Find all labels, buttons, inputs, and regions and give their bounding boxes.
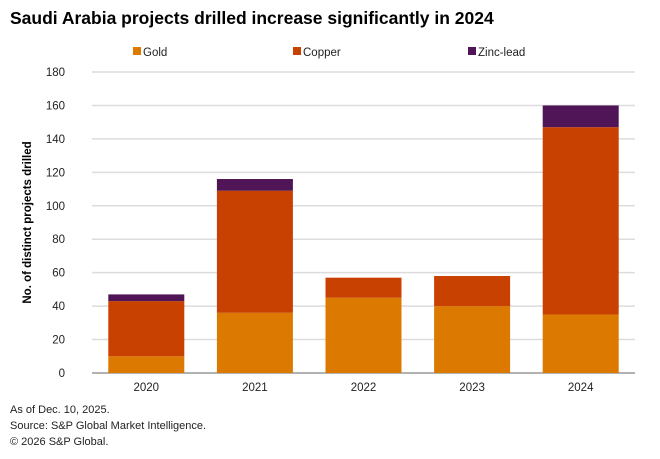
bar-segment-gold <box>108 356 185 373</box>
bar-segment-copper <box>325 277 402 298</box>
y-tick-label: 160 <box>46 100 65 112</box>
y-tick-label: 80 <box>52 234 65 246</box>
footer-note: As of Dec. 10, 2025. <box>10 404 110 416</box>
bar-segment-copper <box>108 301 185 357</box>
bar-segment-gold <box>542 314 619 373</box>
bar-segment-copper <box>542 127 619 315</box>
y-axis-label: No. of distinct projects drilled <box>22 141 34 303</box>
footer-copyright: © 2026 S&P Global. <box>10 436 109 448</box>
legend-swatch <box>293 47 301 55</box>
x-tick-label: 2020 <box>134 382 160 394</box>
stacked-bar-chart: 0 20 40 60 80 100 120 140 160 180 No. of distinct … <box>22 47 635 394</box>
x-tick-label: 2024 <box>568 382 594 394</box>
x-tick-label: 2022 <box>351 382 377 394</box>
y-tick-label: 40 <box>52 301 65 313</box>
legend-swatch <box>468 47 476 55</box>
legend-label: Copper <box>303 47 341 59</box>
y-tick-label: 140 <box>46 134 65 146</box>
legend-swatch <box>133 47 141 55</box>
bar-segment-gold <box>434 306 511 373</box>
bar-segment-zinc-lead <box>216 179 293 191</box>
footer-source: Source: S&P Global Market Intelligence. <box>10 420 207 432</box>
y-tick-label: 0 <box>59 368 65 380</box>
y-tick-label: 100 <box>46 201 65 213</box>
y-tick-label: 180 <box>46 67 65 79</box>
legend-label: Zinc-lead <box>478 47 525 59</box>
bar-segment-copper <box>216 190 293 313</box>
y-tick-label: 120 <box>46 167 65 179</box>
bar-segment-zinc-lead <box>542 105 619 128</box>
bar-segment-zinc-lead <box>108 294 185 302</box>
legend-label: Gold <box>143 47 167 59</box>
chart-title: Saudi Arabia projects drilled increase s… <box>10 8 494 28</box>
y-tick-label: 60 <box>52 268 65 280</box>
bar-segment-gold <box>325 297 402 373</box>
y-tick-label: 20 <box>52 335 65 347</box>
x-tick-label: 2021 <box>242 382 268 394</box>
x-tick-label: 2023 <box>459 382 485 394</box>
bar-segment-copper <box>434 276 511 307</box>
bar-segment-gold <box>216 312 293 373</box>
